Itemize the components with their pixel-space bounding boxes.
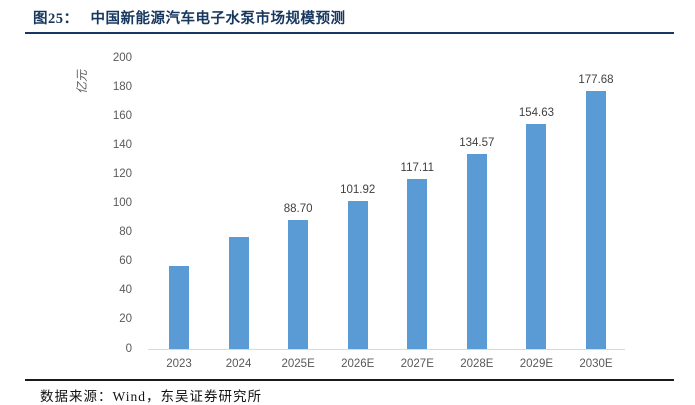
- y-axis-tick-label: 20: [119, 313, 132, 326]
- bar-value-label: 117.11: [400, 162, 434, 174]
- x-axis-tick-label: 2024: [225, 358, 252, 370]
- x-axis-tick-label: 2028E: [460, 358, 494, 370]
- figure-title: 图25： 中国新能源汽车电子水泵市场规模预测: [33, 7, 346, 28]
- x-axis-tick-label: 2023: [166, 358, 192, 370]
- y-axis-tick-label: 140: [112, 139, 132, 152]
- x-axis-tick-label: 2027E: [400, 358, 434, 370]
- y-axis-tick-label: 180: [112, 81, 132, 94]
- bar-2024: [228, 237, 249, 349]
- figure-number-label: 图25：: [33, 11, 79, 27]
- bar-2028E: [466, 154, 487, 349]
- y-axis-tick-label: 40: [119, 284, 132, 297]
- y-axis-tick-label: 120: [112, 168, 132, 181]
- bar-value-label: 177.68: [578, 74, 614, 86]
- plot-area: 88.70 101.92 117.11 134.57 154.63 177.68: [148, 57, 625, 350]
- y-axis-tick-label: 0: [125, 342, 132, 355]
- title-divider-line: [25, 32, 674, 34]
- x-axis-tick-label: 2030E: [579, 358, 613, 370]
- y-axis-tick-label: 80: [119, 226, 132, 239]
- data-source-note: 数据来源：Wind，东吴证券研究所: [40, 389, 262, 404]
- bar-value-label: 88.70: [283, 203, 313, 215]
- bar-2023: [169, 266, 189, 349]
- bar-2029E: [526, 124, 547, 349]
- y-axis-tick-label: 100: [112, 197, 132, 210]
- bar-2025E: [288, 220, 309, 349]
- x-axis-tick-label: 2025E: [281, 358, 315, 370]
- bar-value-label: 101.92: [340, 184, 376, 196]
- bar-2027E: [407, 179, 428, 349]
- bar-value-label: 154.63: [518, 107, 554, 119]
- bar-value-label: 134.57: [459, 137, 495, 149]
- x-axis-tick-label: 2026E: [341, 358, 375, 370]
- y-axis-tick-label: 200: [112, 52, 132, 64]
- footer-divider-line: [25, 379, 674, 381]
- x-axis-tick-label: 2029E: [519, 358, 554, 370]
- bar-2030E: [585, 91, 606, 349]
- bar-2026E: [347, 201, 368, 349]
- figure-title-text: 中国新能源汽车电子水泵市场规模预测: [90, 11, 346, 27]
- y-axis-tick-label: 60: [119, 255, 132, 268]
- y-axis-tick-label: 160: [112, 110, 132, 123]
